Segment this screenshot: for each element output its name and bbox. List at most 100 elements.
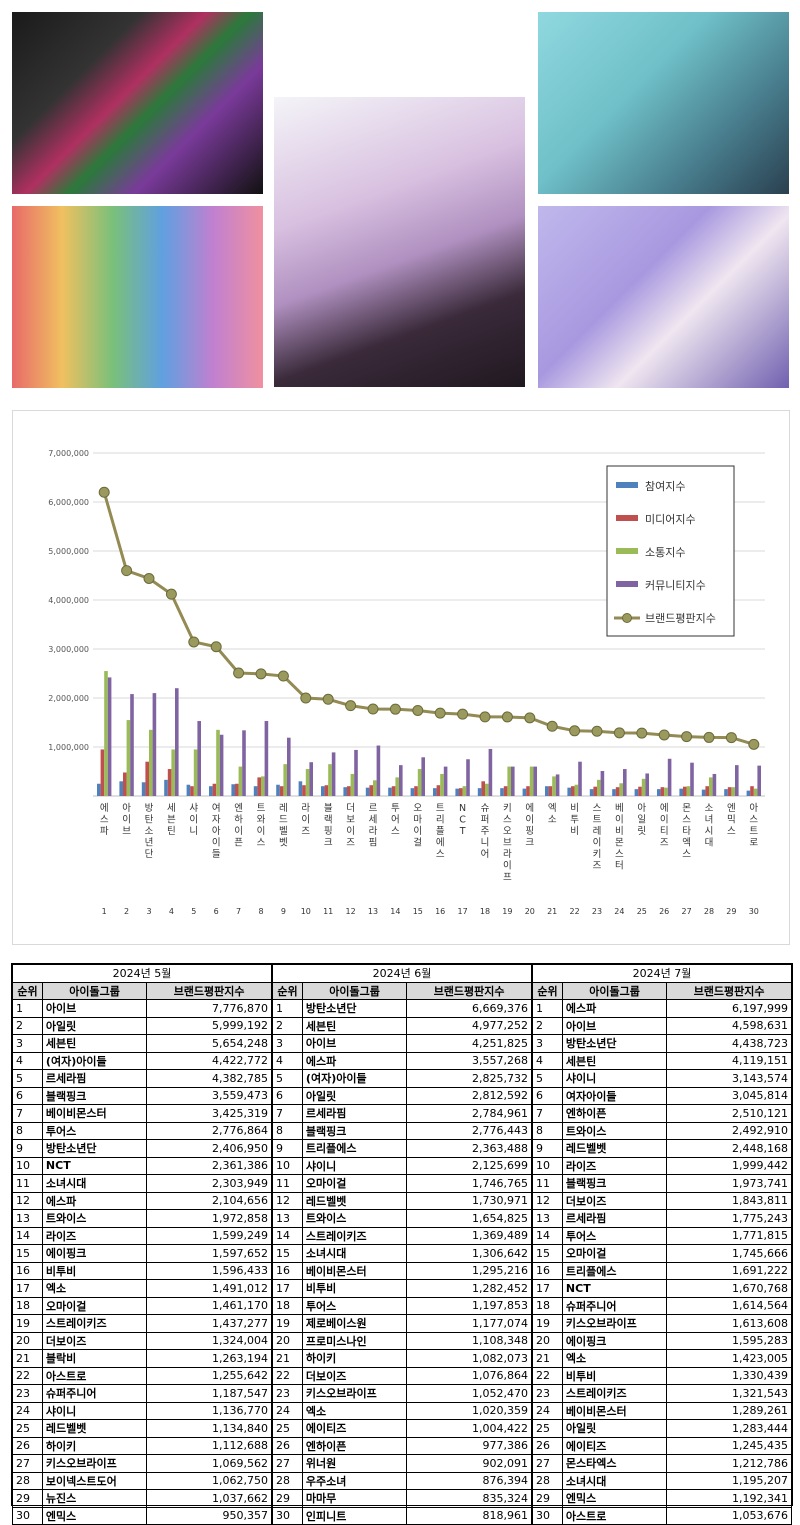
cell-rank: 14: [532, 1226, 563, 1245]
table-row: 21 블락비 1,263,194: [12, 1349, 272, 1368]
bar-1: [477, 788, 482, 796]
x-rank-label: 13: [368, 907, 378, 916]
table-row: 19 스트레이키즈 1,437,277: [12, 1314, 272, 1333]
cell-group: 레드벨벳: [301, 1191, 408, 1210]
cell-rank: 29: [272, 1489, 303, 1508]
x-rank-label: 27: [682, 907, 692, 916]
bar-2: [100, 749, 105, 796]
bar-1: [545, 786, 549, 796]
cell-score: 4,251,825: [406, 1034, 532, 1053]
cell-rank: 13: [532, 1209, 563, 1228]
group-photo-middle-right: [538, 206, 789, 388]
bar-4: [712, 773, 717, 796]
bar-1: [612, 789, 616, 796]
bar-4: [421, 757, 425, 796]
cell-score: 1,112,688: [146, 1436, 272, 1455]
cell-rank: 15: [532, 1244, 563, 1263]
legend-swatch: [616, 482, 638, 488]
cell-rank: 30: [12, 1506, 43, 1525]
cell-rank: 6: [272, 1086, 303, 1105]
cell-score: 1,999,442: [666, 1156, 792, 1175]
x-rank-label: 20: [525, 907, 535, 916]
x-rank-label: 7: [236, 907, 241, 916]
cell-rank: 5: [272, 1069, 303, 1088]
cell-group: 슈퍼주니어: [41, 1384, 148, 1403]
table-row: 26 에이티즈 1,245,435: [532, 1436, 792, 1455]
bar-2: [123, 772, 127, 796]
table-row: 12 더보이즈 1,843,811: [532, 1191, 792, 1210]
cell-rank: 8: [532, 1121, 563, 1140]
bar-3: [664, 787, 668, 796]
cell-rank: 18: [532, 1296, 563, 1315]
bar-3: [238, 766, 243, 796]
table-row: 27 키스오브라이프 1,069,562: [12, 1454, 272, 1473]
cell-score: 2,776,864: [146, 1121, 272, 1140]
bar-4: [757, 765, 761, 796]
table-row: 24 엑소 1,020,359: [272, 1401, 532, 1420]
bar-2: [548, 786, 553, 796]
bar-1: [567, 787, 571, 796]
cell-score: 1,295,216: [406, 1261, 532, 1280]
cell-group: 오마이걸: [41, 1296, 148, 1315]
bar-2: [683, 786, 687, 796]
cell-group: 키스오브라이프: [41, 1454, 148, 1473]
cell-score: 1,192,341: [666, 1489, 792, 1508]
x-rank-label: 28: [704, 907, 714, 916]
table-row: 3 세븐틴 5,654,248: [12, 1034, 272, 1053]
cell-rank: 28: [12, 1471, 43, 1490]
brand-reputation-point: [501, 711, 513, 723]
cell-score: 1,136,770: [146, 1401, 272, 1420]
x-rank-label: 4: [169, 907, 174, 916]
cell-rank: 26: [12, 1436, 43, 1455]
cell-rank: 16: [12, 1261, 43, 1280]
cell-score: 1,330,439: [666, 1366, 792, 1385]
cell-score: 876,394: [406, 1471, 532, 1490]
cell-score: 1,004,422: [406, 1419, 532, 1438]
bar-1: [522, 788, 527, 796]
x-rank-label: 11: [323, 907, 333, 916]
legend-label: 브랜드평판지수: [645, 612, 716, 625]
bar-4: [376, 745, 381, 796]
cell-group: 뉴진스: [41, 1489, 148, 1508]
bar-4: [399, 765, 403, 796]
cell-group: 위너원: [301, 1454, 408, 1473]
cell-group: 라이즈: [41, 1226, 148, 1245]
brand-reputation-point: [210, 641, 222, 653]
bar-4: [309, 762, 313, 796]
table-row: 19 제로베이스원 1,177,074: [272, 1314, 532, 1333]
table-row: 17 비투비 1,282,452: [272, 1279, 532, 1298]
cell-score: 4,977,252: [406, 1016, 532, 1035]
bar-3: [597, 779, 601, 796]
table-row: 28 보이넥스트도어 1,062,750: [12, 1471, 272, 1490]
cell-group: (여자)아이들: [41, 1051, 148, 1070]
cell-score: 1,599,249: [146, 1226, 272, 1245]
bar-4: [600, 771, 605, 796]
ranking-table-july: 2024년 7월 순위 아이돌그룹 브랜드평판지수 1 에스파 6,197,999 2 아이브 4…: [532, 964, 792, 1525]
cell-group: 하이키: [301, 1349, 408, 1368]
cell-group: 오마이걸: [301, 1174, 408, 1193]
bar-2: [615, 787, 620, 796]
cell-group: 몬스타엑스: [561, 1454, 668, 1473]
brand-reputation-point: [457, 708, 469, 720]
cell-group: 소녀시대: [301, 1244, 408, 1263]
bar-3: [462, 786, 467, 796]
bar-3: [395, 777, 399, 796]
table-row: 9 방탄소년단 2,406,950: [12, 1139, 272, 1158]
column-header: 순위: [532, 981, 563, 1000]
table-row: 2 아이브 4,598,631: [532, 1016, 792, 1035]
cell-score: 1,069,562: [146, 1454, 272, 1473]
table-row: 16 트리플에스 1,691,222: [532, 1261, 792, 1280]
cell-group: 블랙핑크: [301, 1121, 408, 1140]
bar-3: [552, 776, 556, 796]
table-row: 27 위너원 902,091: [272, 1454, 532, 1473]
table-row: 2 아일릿 5,999,192: [12, 1016, 272, 1035]
cell-rank: 21: [12, 1349, 43, 1368]
cell-group: 샤이니: [301, 1156, 408, 1175]
table-row: 13 르세라핌 1,775,243: [532, 1209, 792, 1228]
x-rank-label: 23: [592, 907, 602, 916]
bar-4: [219, 734, 224, 796]
y-tick-label: 7,000,000: [48, 449, 89, 458]
